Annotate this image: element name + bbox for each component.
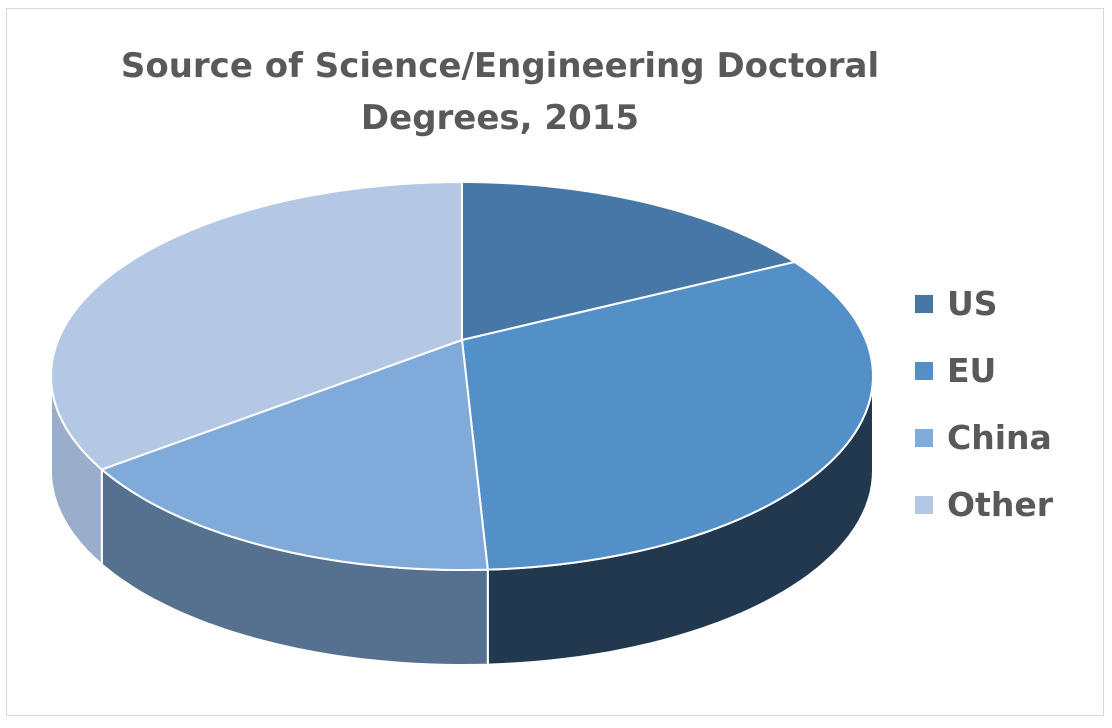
legend-label: EU — [947, 351, 997, 390]
legend-swatch — [915, 361, 933, 380]
title-line-1: Source of Science/Engineering Doctoral — [120, 46, 880, 86]
legend-swatch — [915, 294, 933, 313]
legend-label: Other — [947, 485, 1053, 524]
legend: US EU China Other — [915, 270, 1053, 538]
chart-frame — [6, 8, 1104, 716]
pie-slice-us[interactable] — [461, 181, 796, 341]
legend-label: US — [947, 284, 998, 323]
legend-item-eu[interactable]: EU — [915, 337, 1053, 404]
pie-slice-other[interactable] — [50, 181, 463, 471]
legend-swatch — [915, 495, 933, 514]
legend-label: China — [947, 418, 1052, 457]
title-line-2: Degrees, 2015 — [360, 98, 640, 138]
legend-swatch — [915, 428, 933, 447]
legend-item-other[interactable]: Other — [915, 471, 1053, 538]
legend-item-china[interactable]: China — [915, 404, 1053, 471]
pie-slice-china[interactable] — [100, 339, 489, 571]
pie-slice-eu[interactable] — [461, 261, 874, 571]
legend-item-us[interactable]: US — [915, 270, 1053, 337]
chart-title: Source of Science/Engineering Doctoral D… — [0, 40, 1000, 144]
